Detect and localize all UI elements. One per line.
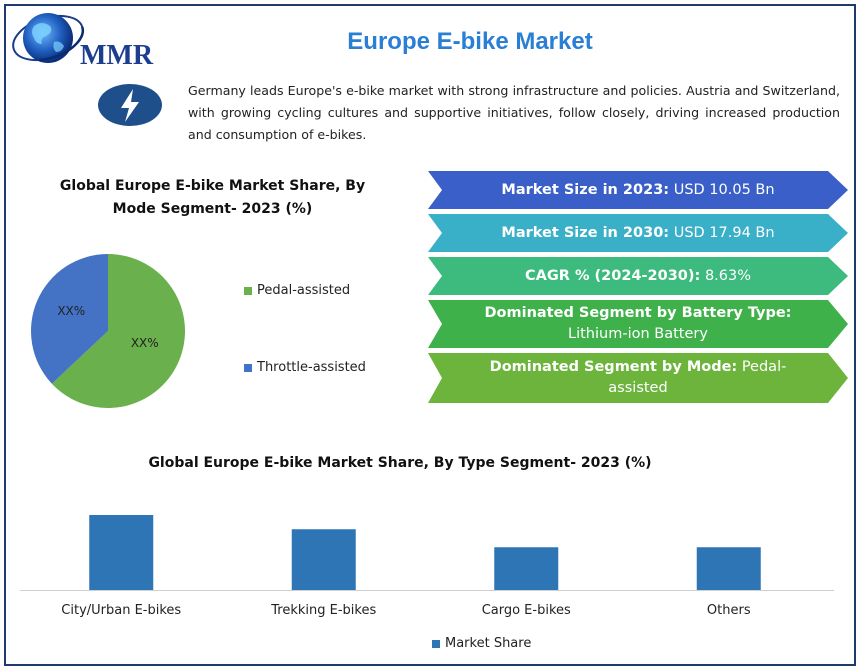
bar-legend: Market Share — [432, 636, 531, 651]
legend-label-pedal: Pedal-assisted — [257, 283, 351, 298]
pie-chart-title: Global Europe E-bike Market Share, By Mo… — [59, 178, 366, 217]
mmr-logo: MMR — [8, 6, 178, 74]
pie-legend-item: Throttle-assisted — [244, 360, 366, 375]
logo-text: MMR — [80, 40, 154, 71]
highlight-label: CAGR % (2024-2030): — [524, 267, 701, 284]
legend-swatch-market-share — [432, 639, 440, 648]
highlight-value: Pedal-assisted — [608, 359, 787, 396]
lightning-bolt-icon — [97, 83, 163, 127]
x-tick-label: Cargo E-bikes — [482, 603, 571, 618]
legend-swatch-pedal — [244, 286, 252, 295]
legend-label-throttle: Throttle-assisted — [257, 360, 366, 375]
highlight-value: Lithium-ion Battery — [568, 326, 708, 342]
pie-legend-item: Pedal-assisted — [244, 283, 350, 298]
x-tick-label: Others — [707, 603, 751, 618]
highlight-market-size-2023: Market Size in 2023: USD 10.05 Bn — [428, 171, 848, 209]
highlight-market-size-2030: Market Size in 2030: USD 17.94 Bn — [428, 214, 848, 252]
highlight-label: Dominated Segment by Battery Type: — [484, 305, 792, 321]
highlight-value: USD 17.94 Bn — [673, 224, 775, 241]
highlight-value: 8.63% — [704, 267, 752, 284]
bar-chart-title: Global Europe E-bike Market Share, By Ty… — [148, 455, 652, 471]
legend-label-market-share: Market Share — [445, 636, 532, 651]
type-bar-chart: City/Urban E-bikes Trekking E-bikes Cargo … — [20, 515, 834, 618]
bar-city-urban-e-bikes — [89, 515, 154, 590]
pie-slice-pedal-assisted — [51, 254, 185, 408]
bar-trekking-e-bikes — [291, 529, 356, 590]
highlight-label: Market Size in 2030: — [501, 224, 670, 241]
pie-slice-throttle-assisted — [30, 254, 108, 384]
highlight-label: Dominated Segment by Mode: — [489, 359, 738, 375]
highlight-label: Market Size in 2023: — [501, 181, 670, 198]
legend-swatch-throttle — [244, 363, 252, 372]
highlight-battery-type: Dominated Segment by Battery Type: Lithiu… — [428, 300, 848, 348]
highlight-cagr: CAGR % (2024-2030): 8.63% — [428, 257, 848, 295]
bar-cargo-e-bikes — [494, 547, 559, 590]
page-title: Europe E-bike Market — [347, 28, 593, 55]
pie-data-label: XX% — [57, 304, 85, 318]
intro-text: Germany leads Europe's e-bike market wit… — [188, 83, 840, 142]
highlight-value: USD 10.05 Bn — [673, 181, 775, 198]
mode-pie-chart: XX% XX% — [30, 254, 185, 408]
x-tick-label: Trekking E-bikes — [270, 603, 376, 618]
pie-data-label: XX% — [131, 336, 159, 350]
bar-others — [696, 547, 761, 590]
highlight-mode: Dominated Segment by Mode: Pedal-assiste… — [428, 353, 848, 403]
x-tick-label: City/Urban E-bikes — [61, 603, 181, 618]
